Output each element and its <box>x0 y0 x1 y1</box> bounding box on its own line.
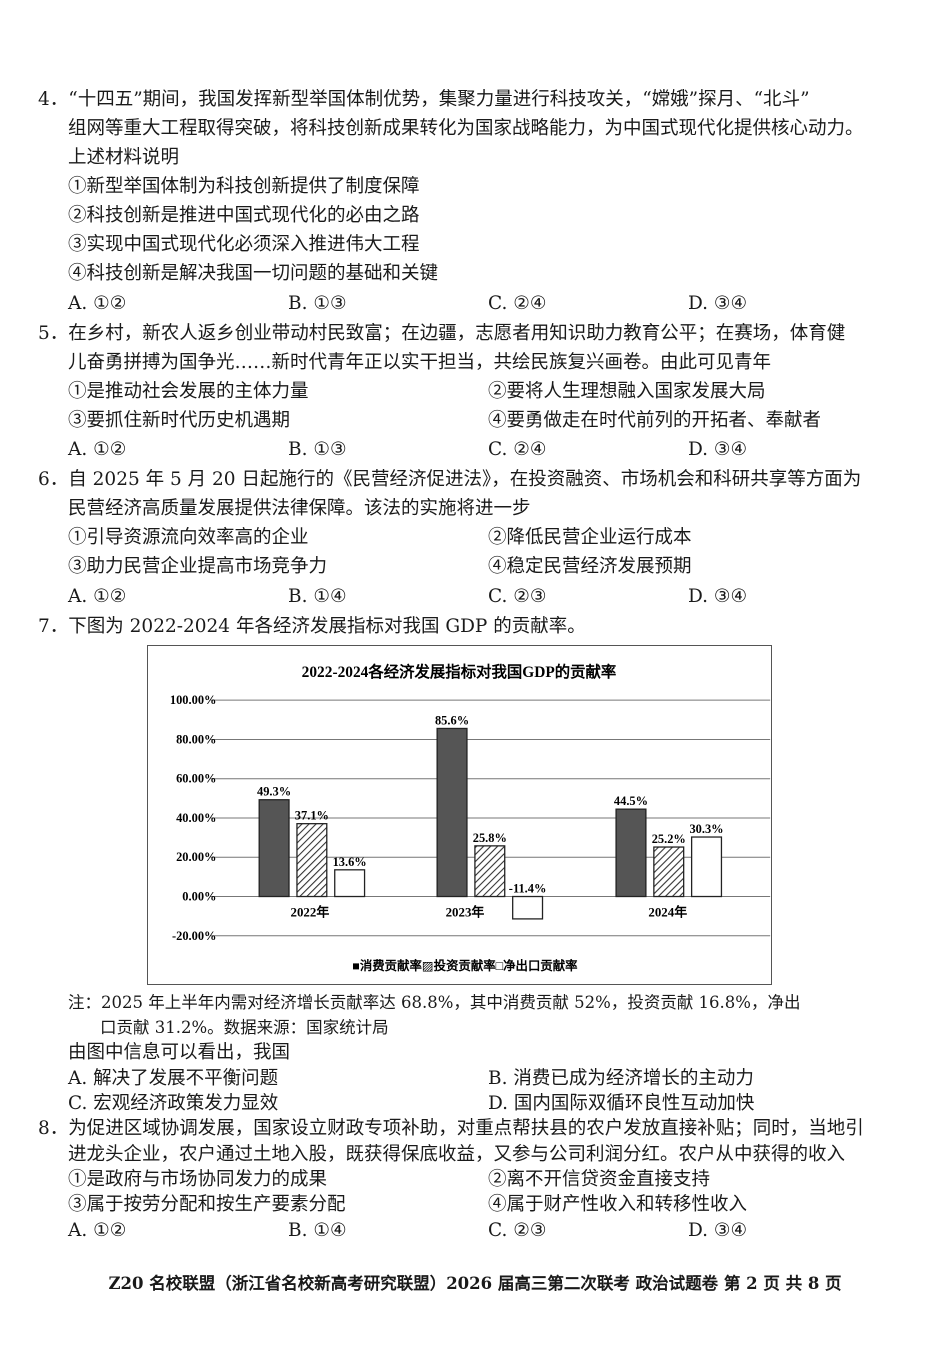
q4-statement: ③实现中国式现代化必须深入推进伟大工程 <box>68 234 420 255</box>
y-tick-label: 60.00% <box>176 772 216 786</box>
bar-消费贡献率 <box>436 727 468 898</box>
data-label: -11.4% <box>509 882 547 896</box>
bar-投资贡献率 <box>296 823 328 898</box>
q8-statement: ①是政府与市场协同发力的成果 <box>68 1169 328 1190</box>
q7-note-line-1: 注：2025 年上半年内需对经济增长贡献率达 68.8%，其中消费贡献 52%，… <box>68 993 801 1012</box>
q6-choice-d: D. ③④ <box>688 586 748 607</box>
q8-statement: ②离不开信贷资金直接支持 <box>488 1169 711 1190</box>
bar-投资贡献率 <box>653 846 685 898</box>
bar-净出口贡献率 <box>334 869 366 898</box>
q5-choice-c: C. ②④ <box>488 439 547 460</box>
bar-消费贡献率 <box>615 808 647 898</box>
data-label: 30.3% <box>689 822 723 836</box>
q6-statement: ④稳定民营经济发展预期 <box>488 556 692 577</box>
q5-choice-d: D. ③④ <box>688 439 748 460</box>
bar-净出口贡献率 <box>690 836 723 898</box>
q8-statement: ④属于财产性收入和转移性收入 <box>488 1194 748 1215</box>
q7-choice-c: C. 宏观经济政策发力显效 <box>68 1093 279 1114</box>
data-label: 44.5% <box>614 794 648 808</box>
q8-choice-c: C. ②③ <box>488 1220 547 1241</box>
q4-choice-c: C. ②④ <box>488 293 547 314</box>
chart-title: 2022-2024各经济发展指标对我国GDP的贡献率 <box>302 662 617 681</box>
q4-choice-b: B. ①③ <box>288 293 347 314</box>
y-tick-label: -20.00% <box>172 929 216 943</box>
bar-投资贡献率 <box>474 845 506 898</box>
data-label: 25.8% <box>473 831 507 845</box>
page-footer: Z20 名校联盟（浙江省名校新高考研究联盟）2026 届高三第二次联考 政治试题… <box>108 1274 842 1293</box>
gdp-contribution-chart: 2022-2024各经济发展指标对我国GDP的贡献率 100.00% 80.00%… <box>147 645 772 985</box>
y-tick-label: 80.00% <box>176 732 216 746</box>
x-category-label: 2022年 <box>291 904 330 919</box>
y-tick-label: 100.00% <box>170 693 217 707</box>
q6-statement: ③助力民营企业提高市场竞争力 <box>68 556 328 577</box>
q7-choice-b: B. 消费已成为经济增长的主动力 <box>488 1068 754 1089</box>
q7-choice-d: D. 国内国际双循环良性互动加快 <box>488 1093 755 1114</box>
q5-stem-line-1: 5．在乡村，新农人返乡创业带动村民致富；在边疆，志愿者用知识助力教育公平；在赛场… <box>38 323 846 344</box>
data-label: 25.2% <box>652 832 686 846</box>
q8-choice-a: A. ①② <box>68 1220 127 1241</box>
q5-statement: ②要将人生理想融入国家发展大局 <box>488 381 766 402</box>
q7-stem: 7．下图为 2022-2024 年各经济发展指标对我国 GDP 的贡献率。 <box>38 616 586 637</box>
q5-statement: ④要勇做走在时代前列的开拓者、奉献者 <box>488 410 822 431</box>
data-label: 13.6% <box>333 855 367 869</box>
q5-choice-b: B. ①③ <box>288 439 347 460</box>
q5-statement: ①是推动社会发展的主体力量 <box>68 381 309 402</box>
q4-statement: ①新型举国体制为科技创新提供了制度保障 <box>68 176 420 197</box>
q5-statement: ③要抓住新时代历史机遇期 <box>68 410 291 431</box>
q6-statement: ②降低民营企业运行成本 <box>488 527 692 548</box>
chart-legend: ■消费贡献率▨投资贡献率□净出口贡献率 <box>352 958 578 973</box>
bar-净出口贡献率 <box>512 895 544 920</box>
q5-stem-line-2: 儿奋勇拼搏为国争光……新时代青年正以实干担当，共绘民族复兴画卷。由此可见青年 <box>68 352 772 373</box>
q8-stem-line-1: 8．为促进区域协调发展，国家设立财政专项补助，对重点帮扶县的农户发放直接补贴；同… <box>38 1118 864 1139</box>
q7-question: 由图中信息可以看出，我国 <box>68 1042 291 1063</box>
y-tick-label: 0.00% <box>182 889 216 903</box>
q5-choice-a: A. ①② <box>68 439 127 460</box>
q4-stem-line-2: 组网等重大工程取得突破，将科技创新成果转化为国家战略能力，为中国式现代化提供核心… <box>68 118 864 139</box>
bar-消费贡献率 <box>258 799 290 898</box>
q6-choice-c: C. ②③ <box>488 586 547 607</box>
q8-stem-line-2: 进龙头企业，农户通过土地入股，既获得保底收益，又参与公司利润分红。农户从中获得的… <box>68 1144 846 1165</box>
q8-statement: ③属于按劳分配和按生产要素分配 <box>68 1194 346 1215</box>
q7-choice-a: A. 解决了发展不平衡问题 <box>68 1068 279 1089</box>
x-category-label: 2023年 <box>446 904 485 919</box>
q6-stem-line-2: 民营经济高质量发展提供法律保障。该法的实施将进一步 <box>68 498 531 519</box>
q6-stem-line-1: 6．自 2025 年 5 月 20 日起施行的《民营经济促进法》，在投资融资、市… <box>38 469 862 490</box>
data-label: 37.1% <box>295 809 329 823</box>
q4-choice-a: A. ①② <box>68 293 127 314</box>
q4-statement: ④科技创新是解决我国一切问题的基础和关键 <box>68 263 439 284</box>
q4-stem-line-1: 4．“十四五”期间，我国发挥新型举国体制优势，集聚力量进行科技攻关，“嫦娥”探月… <box>38 89 810 110</box>
x-category-label: 2024年 <box>648 904 687 919</box>
q8-choice-d: D. ③④ <box>688 1220 748 1241</box>
q4-statement: ②科技创新是推进中国式现代化的必由之路 <box>68 205 420 226</box>
q7-note-line-2: 口贡献 31.2%。数据来源：国家统计局 <box>100 1018 389 1037</box>
q8-choice-b: B. ①④ <box>288 1220 347 1241</box>
q6-statement: ①引导资源流向效率高的企业 <box>68 527 309 548</box>
y-tick-label: 20.00% <box>176 850 216 864</box>
q4-stem-line-3: 上述材料说明 <box>68 147 180 168</box>
q6-choice-a: A. ①② <box>68 586 127 607</box>
q6-choice-b: B. ①④ <box>288 586 347 607</box>
y-tick-label: 40.00% <box>176 811 216 825</box>
q4-choice-d: D. ③④ <box>688 293 748 314</box>
data-label: 49.3% <box>257 785 291 799</box>
data-label: 85.6% <box>435 713 469 727</box>
